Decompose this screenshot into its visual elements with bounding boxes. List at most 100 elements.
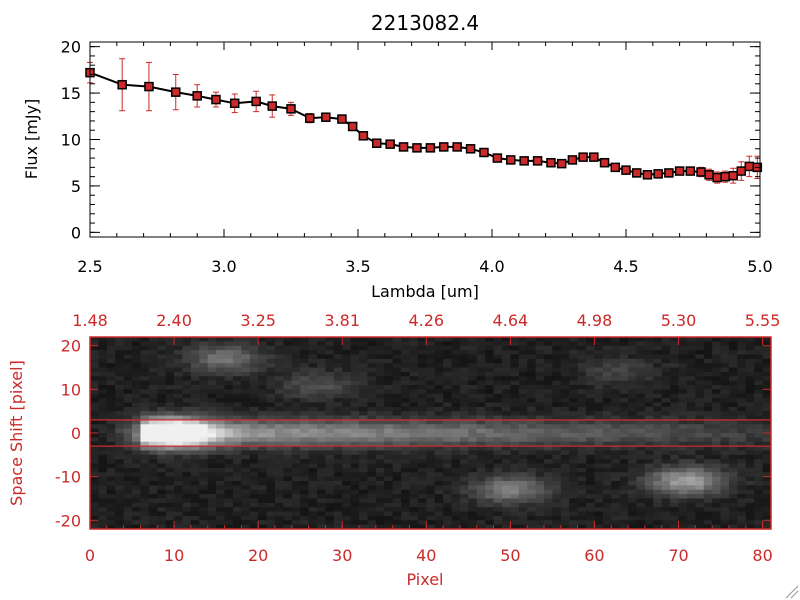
image-pixel (174, 398, 183, 403)
image-pixel (485, 489, 494, 495)
image-pixel (443, 502, 452, 508)
image-pixel (451, 363, 461, 368)
image-pixel (182, 502, 192, 508)
image-pixel (678, 380, 688, 386)
image-pixel (90, 502, 99, 508)
image-pixel (367, 459, 377, 464)
image-pixel (123, 507, 133, 512)
image-pixel (333, 467, 343, 473)
image-pixel (317, 520, 326, 526)
image-pixel (207, 419, 217, 425)
image-pixel (485, 428, 494, 434)
image-pixel (762, 467, 772, 473)
resize-grip-icon[interactable] (785, 585, 799, 599)
image-pixel (577, 494, 587, 499)
flux-marker (599, 157, 610, 168)
image-pixel (544, 463, 553, 469)
image-pixel (333, 454, 343, 460)
image-pixel (737, 337, 747, 342)
image-pixel (367, 463, 377, 469)
image-pixel (745, 376, 755, 382)
image-pixel (384, 350, 394, 355)
image-pixel (317, 424, 326, 430)
image-pixel (552, 454, 562, 460)
image-pixel (737, 433, 747, 438)
image-pixel (106, 354, 116, 360)
image-pixel (174, 520, 183, 526)
image-pixel (493, 476, 503, 482)
image-pixel (552, 498, 562, 504)
image-pixel (426, 428, 436, 434)
image-pixel (552, 411, 562, 416)
image-pixel (628, 337, 637, 342)
image-pixel (182, 450, 192, 456)
image-pixel (283, 385, 293, 390)
image-pixel (291, 520, 301, 526)
image-pixel (207, 515, 217, 521)
image-pixel (199, 419, 209, 425)
image-pixel (232, 450, 242, 456)
image-pixel (199, 520, 209, 526)
image-pixel (695, 411, 705, 416)
image-pixel (501, 358, 511, 364)
image-pixel (283, 472, 293, 478)
image-pixel (703, 345, 713, 351)
image-pixel (695, 367, 705, 373)
image-pixel (165, 515, 175, 521)
image-pixel (190, 524, 200, 530)
image-pixel (182, 363, 192, 368)
image-pixel (308, 350, 318, 355)
image-pixel (274, 515, 284, 521)
image-pixel (737, 507, 747, 512)
image-pixel (283, 402, 293, 408)
image-pixel (644, 424, 654, 430)
image-pixel (544, 433, 553, 438)
image-pixel (468, 441, 478, 447)
image-pixel (426, 419, 436, 425)
image-pixel (148, 367, 158, 373)
image-pixel (182, 437, 192, 443)
image-pixel (644, 337, 654, 342)
image-pixel (653, 341, 663, 347)
image-pixel (165, 424, 175, 430)
image-pixel (148, 446, 158, 451)
image-pixel (90, 354, 99, 360)
image-pixel (594, 476, 604, 482)
image-pixel (762, 358, 772, 364)
image-pixel (384, 371, 394, 377)
image-pixel (426, 524, 436, 530)
image-pixel (291, 472, 301, 478)
data-point (712, 171, 722, 184)
image-pixel (426, 415, 436, 421)
image-pixel (317, 398, 326, 403)
wavelength-tick-label: 4.26 (408, 311, 444, 330)
image-pixel (190, 337, 200, 342)
image-pixel (577, 337, 587, 342)
image-pixel (401, 489, 410, 495)
image-pixel (728, 507, 738, 512)
image-pixel (602, 406, 612, 412)
image-pixel (232, 341, 242, 347)
image-pixel (611, 345, 621, 351)
image-pixel (317, 502, 326, 508)
image-pixel (728, 437, 738, 443)
image-pixel (325, 345, 335, 351)
image-pixel (249, 363, 259, 368)
image-pixel (140, 463, 150, 469)
image-pixel (190, 411, 200, 416)
image-pixel (686, 481, 696, 486)
image-pixel (359, 433, 368, 438)
image-pixel (644, 481, 654, 486)
image-pixel (140, 424, 150, 430)
image-pixel (493, 450, 503, 456)
image-pixel (409, 485, 419, 491)
image-pixel (703, 367, 713, 373)
image-pixel (636, 454, 646, 460)
image-pixel (485, 511, 494, 517)
image-pixel (762, 371, 772, 377)
image-pixel (762, 515, 772, 521)
image-pixel (367, 411, 377, 416)
image-pixel (493, 502, 503, 508)
image-pixel (434, 402, 444, 408)
image-pixel (501, 376, 511, 382)
